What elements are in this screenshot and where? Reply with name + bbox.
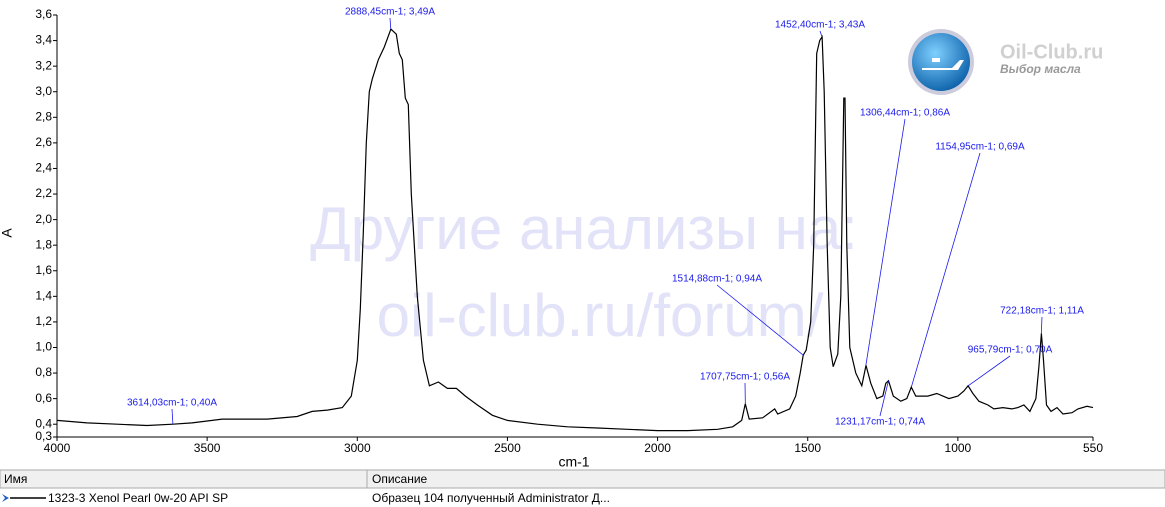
annotation-leader bbox=[389, 17, 392, 30]
y-tick-label: 0,6 bbox=[35, 391, 52, 405]
annotation-leader bbox=[967, 355, 1011, 387]
y-tick-label: 0,3 bbox=[35, 429, 52, 443]
annotation-label: 722,18cm-1; 1,11A bbox=[1000, 306, 1084, 317]
y-tick-label: 1,0 bbox=[35, 340, 52, 354]
row-indicator bbox=[2, 494, 9, 502]
x-tick-label: 550 bbox=[1083, 441, 1103, 455]
table-header-cell[interactable] bbox=[366, 469, 1165, 489]
annotation-label: 1306,44cm-1; 0,86A bbox=[860, 108, 950, 119]
annotation-label: 2888,45cm-1; 3,49A bbox=[345, 7, 435, 18]
logo-title: Oil-Club.ru bbox=[1000, 41, 1103, 63]
y-tick-label: 0,4 bbox=[35, 416, 52, 430]
annotation-leader bbox=[910, 152, 981, 388]
x-tick-label: 3000 bbox=[344, 441, 371, 455]
logo-icon bbox=[922, 58, 964, 70]
annotation-leader bbox=[716, 284, 804, 356]
x-tick-label: 3500 bbox=[194, 441, 221, 455]
y-tick-label: 2,4 bbox=[35, 161, 52, 175]
annotation-leader bbox=[879, 380, 889, 417]
x-tick-label: 4000 bbox=[44, 441, 71, 455]
x-tick-label: 2500 bbox=[494, 441, 521, 455]
y-tick-label: 1,2 bbox=[35, 314, 52, 328]
y-tick-label: 2,6 bbox=[35, 135, 52, 149]
x-tick-label: 1000 bbox=[945, 441, 972, 455]
y-tick-label: 3,6 bbox=[35, 7, 52, 21]
x-tick-label: 2000 bbox=[644, 441, 671, 455]
watermark: oil-club.ru/forum/ bbox=[377, 282, 824, 349]
y-tick-label: 3,2 bbox=[35, 58, 52, 72]
annotation-leader bbox=[171, 408, 174, 425]
annotation-label: 965,79cm-1; 0,70A bbox=[968, 345, 1053, 356]
table-header: Имя bbox=[4, 472, 27, 486]
logo-subtitle: Выбор масла bbox=[1000, 62, 1081, 76]
y-tick-label: 3,0 bbox=[35, 84, 52, 98]
y-tick-label: 3,4 bbox=[35, 33, 52, 47]
y-tick-label: 1,4 bbox=[35, 289, 52, 303]
annotation-leader bbox=[819, 30, 823, 37]
y-axis-label: A bbox=[0, 228, 15, 238]
annotation-label: 1452,40cm-1; 3,43A bbox=[775, 20, 865, 31]
table-cell[interactable]: 1323-3 Xenol Pearl 0w-20 API SP bbox=[48, 491, 228, 505]
annotation-label: 1231,17cm-1; 0,74A bbox=[835, 417, 925, 428]
y-tick-label: 0,8 bbox=[35, 365, 52, 379]
y-tick-label: 1,6 bbox=[35, 263, 52, 277]
table-header-cell[interactable] bbox=[0, 469, 368, 489]
annotation-label: 1154,95cm-1; 0,69A bbox=[935, 142, 1025, 153]
annotation-leader bbox=[865, 118, 906, 366]
logo-circle bbox=[912, 33, 970, 91]
y-tick-label: 2,8 bbox=[35, 109, 52, 123]
table-cell[interactable]: Образец 104 полученный Administrator Д..… bbox=[372, 491, 610, 505]
annotation-label: 1514,88cm-1; 0,94A bbox=[672, 274, 762, 285]
y-tick-label: 1,8 bbox=[35, 237, 52, 251]
annotation-label: 3614,03cm-1; 0,40A bbox=[127, 398, 217, 409]
annotation-label: 1707,75cm-1; 0,56A bbox=[700, 372, 790, 383]
annotation-leader bbox=[1040, 316, 1043, 334]
table-header: Описание bbox=[372, 472, 428, 486]
y-tick-label: 2,2 bbox=[35, 186, 52, 200]
y-tick-label: 2,0 bbox=[35, 212, 52, 226]
watermark: Другие анализы на: bbox=[310, 195, 858, 262]
x-axis-label: cm-1 bbox=[558, 454, 589, 470]
x-tick-label: 1500 bbox=[794, 441, 821, 455]
